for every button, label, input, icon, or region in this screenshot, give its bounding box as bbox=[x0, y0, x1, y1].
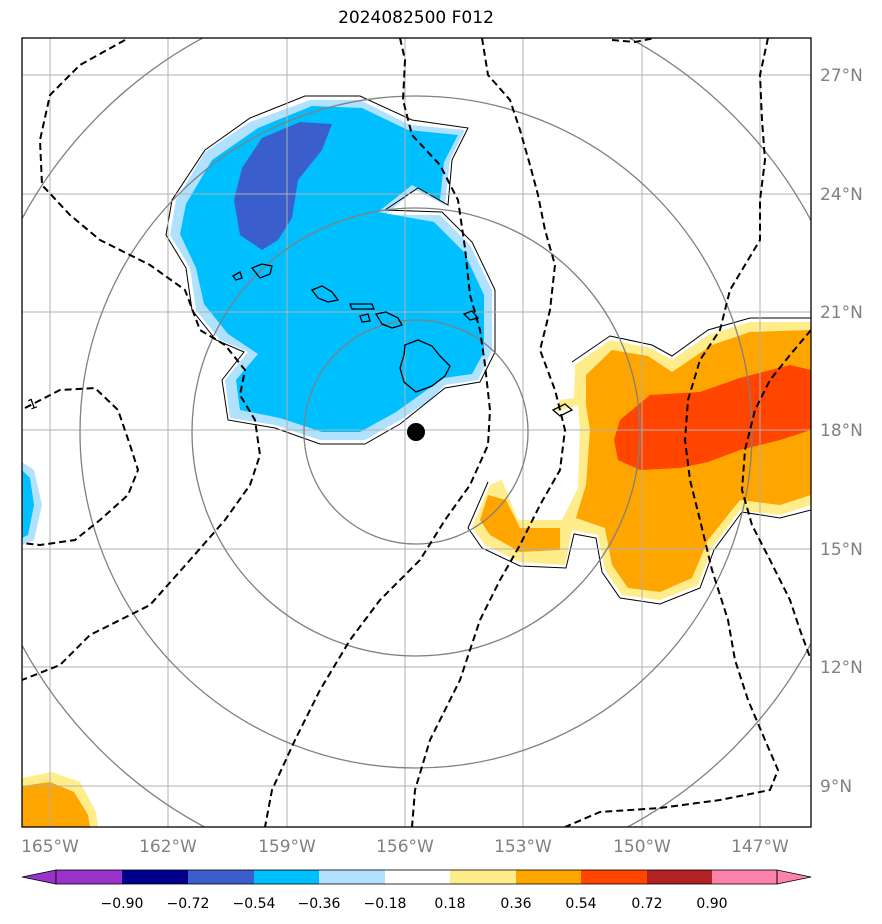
colorbar-bin-gt-pos090 bbox=[712, 870, 777, 884]
orange-region-southwest-core bbox=[22, 782, 90, 827]
colorbar-extend-low bbox=[21, 869, 57, 885]
dashed-contour-east bbox=[564, 38, 780, 827]
blue-region-west-edge-core bbox=[22, 470, 34, 538]
colorbar-bin-neg036-neg018 bbox=[319, 870, 385, 884]
island-maui bbox=[374, 311, 403, 329]
lat-tick-15: 15°N bbox=[820, 540, 863, 560]
colorbar-tick-pos090: 0.90 bbox=[696, 896, 727, 912]
colorbar-tick-labels: −0.90 −0.72 −0.54 −0.36 −0.18 0.18 0.36 … bbox=[101, 896, 728, 912]
lon-tick-153: 153°W bbox=[494, 837, 552, 857]
colorbar-bin-pos036-pos054 bbox=[516, 870, 581, 884]
island-unnamed-small bbox=[551, 403, 574, 417]
island-unnamed-east bbox=[462, 310, 480, 321]
dashed-contour-central bbox=[264, 38, 492, 827]
colorbar-tick-neg090: −0.90 bbox=[101, 896, 144, 912]
island-molokai bbox=[349, 303, 375, 310]
lat-tick-24: 24°N bbox=[820, 185, 863, 205]
colorbar: −0.90 −0.72 −0.54 −0.36 −0.18 0.18 0.36 … bbox=[21, 869, 812, 912]
dashed-contour-far-east bbox=[740, 329, 811, 661]
range-rings bbox=[22, 38, 811, 827]
lat-tick-9: 9°N bbox=[820, 777, 852, 797]
map-title: 2024082500 F012 bbox=[338, 8, 494, 28]
island-oahu bbox=[310, 285, 340, 303]
red-region bbox=[614, 365, 811, 470]
colorbar-bin-neg072-neg054 bbox=[188, 870, 254, 884]
colorbar-bin-neg018-pos018 bbox=[385, 870, 450, 884]
lat-tick-12: 12°N bbox=[820, 658, 863, 678]
island-big-island bbox=[399, 339, 451, 393]
lon-tick-159: 159°W bbox=[258, 837, 316, 857]
graticule bbox=[22, 38, 811, 827]
dashed-contours bbox=[22, 38, 811, 827]
colorbar-tick-pos018: 0.18 bbox=[434, 896, 465, 912]
dashed-contour-north-edge bbox=[611, 38, 656, 44]
colorbar-tick-neg054: −0.54 bbox=[233, 896, 276, 912]
colorbar-bin-neg090-neg072 bbox=[122, 870, 188, 884]
colorbar-frame bbox=[55, 869, 778, 885]
lat-tick-18: 18°N bbox=[820, 421, 863, 441]
colorbar-tick-pos054: 0.54 bbox=[565, 896, 596, 912]
coastlines bbox=[232, 263, 574, 417]
range-ring-1 bbox=[303, 319, 529, 545]
colorbar-bin-pos072-pos090 bbox=[647, 870, 712, 884]
dashed-contour-east-central bbox=[411, 38, 567, 827]
island-lanai bbox=[359, 313, 371, 323]
colorbar-bin-pos018-pos036 bbox=[450, 870, 516, 884]
island-kauai bbox=[250, 263, 273, 279]
lon-tick-150: 150°W bbox=[613, 837, 671, 857]
colorbar-tick-neg072: −0.72 bbox=[167, 896, 210, 912]
negative-anomaly-region bbox=[22, 100, 492, 545]
colorbar-tick-pos072: 0.72 bbox=[631, 896, 662, 912]
colorbar-bin-pos054-pos072 bbox=[581, 870, 647, 884]
latitude-tick-labels: 27°N 24°N 21°N 18°N 15°N 12°N 9°N bbox=[820, 66, 863, 797]
longitude-tick-labels: 165°W 162°W 159°W 156°W 153°W 150°W 147°… bbox=[21, 837, 789, 857]
lon-tick-162: 162°W bbox=[139, 837, 197, 857]
dashed-contour-northwest bbox=[22, 39, 262, 681]
lat-tick-27: 27°N bbox=[820, 66, 863, 86]
zero-contour-east bbox=[467, 317, 811, 605]
lon-tick-156: 156°W bbox=[376, 837, 434, 857]
dashed-contour-west bbox=[22, 386, 140, 547]
blue-region-strong bbox=[234, 122, 332, 250]
map-plot-area: 1 bbox=[22, 38, 811, 827]
zero-contour-lines bbox=[165, 95, 811, 605]
range-ring-2 bbox=[191, 207, 641, 657]
colorbar-tick-neg036: −0.36 bbox=[298, 896, 341, 912]
range-ring-3 bbox=[79, 95, 753, 769]
zero-contour-north bbox=[165, 95, 496, 445]
storm-center-marker bbox=[407, 423, 425, 441]
lon-tick-165: 165°W bbox=[21, 837, 79, 857]
island-niihau bbox=[232, 271, 243, 281]
lon-tick-147: 147°W bbox=[731, 837, 789, 857]
map-frame bbox=[21, 37, 812, 828]
colorbar-bin-lt-neg090 bbox=[56, 870, 122, 884]
colorbar-bin-neg054-neg036 bbox=[254, 870, 319, 884]
lat-tick-21: 21°N bbox=[820, 303, 863, 323]
colorbar-extend-high bbox=[776, 869, 812, 885]
colorbar-tick-neg018: −0.18 bbox=[364, 896, 407, 912]
colorbar-tick-pos036: 0.36 bbox=[500, 896, 531, 912]
